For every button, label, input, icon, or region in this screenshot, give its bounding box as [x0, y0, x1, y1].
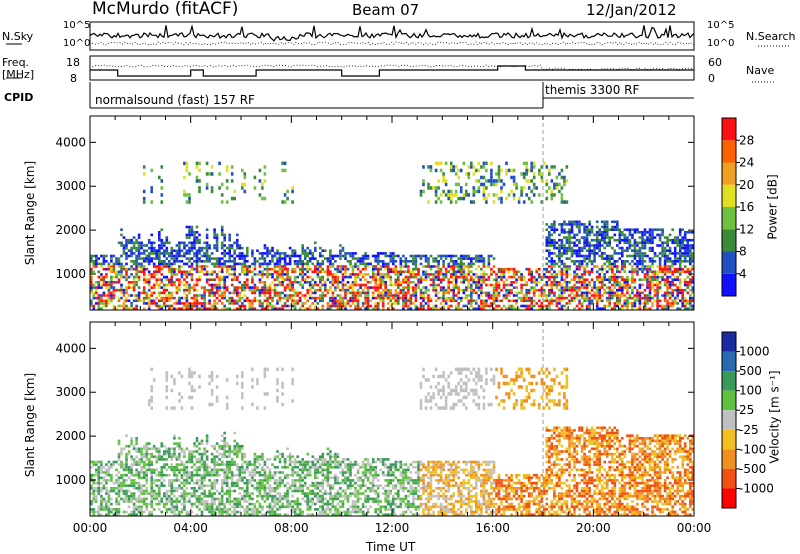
- power-colorbar-cell: [722, 229, 736, 252]
- velocity-colorbar-tick-label: -1000: [739, 481, 774, 495]
- velocity-colorbar-tick-label: -100: [739, 442, 766, 456]
- power-colorbar-tick-label: 20: [739, 178, 754, 192]
- velocity-ytick-label: 2000: [55, 429, 86, 443]
- x-tick-label: 16:00: [475, 521, 510, 535]
- beam-title: Beam 07: [352, 1, 420, 19]
- cpid-label: CPID: [4, 91, 34, 104]
- velocity-ytick-label: 4000: [55, 341, 86, 355]
- power-ytick-label: 1000: [55, 267, 86, 281]
- nave-label: Nave: [746, 64, 775, 77]
- x-tick-label: 00:00: [677, 521, 712, 535]
- velocity-colorbar-cell: [722, 429, 736, 450]
- power-colorbar-cell: [722, 162, 736, 185]
- power-colorbar-cell: [722, 140, 736, 163]
- power-colorbar-cell: [722, 118, 736, 141]
- power-colorbar-cell: [722, 273, 736, 296]
- power-heatmap-cells: [90, 116, 695, 310]
- x-tick-label: 20:00: [576, 521, 611, 535]
- velocity-colorbar-cell: [722, 449, 736, 469]
- velocity-colorbar-tick-label: 500: [739, 364, 762, 378]
- cpid-segment-2: themis 3300 RF: [545, 83, 640, 97]
- freq-label: Freq.: [2, 56, 30, 69]
- power-colorbar-tick-label: 24: [739, 156, 754, 170]
- cpid-segment-1: normalsound (fast) 157 RF: [95, 93, 255, 107]
- velocity-colorbar-tick-label: 100: [739, 384, 762, 398]
- nsky-tick-low: 10^0: [63, 38, 91, 49]
- x-tick-label: 12:00: [375, 521, 410, 535]
- velocity-colorbar-cell: [722, 468, 736, 489]
- nave-trace: [89, 64, 694, 71]
- nsearch-label: N.Search: [746, 30, 796, 43]
- power-colorbar-tick-label: 16: [739, 200, 754, 214]
- x-tick-label: 04:00: [173, 521, 208, 535]
- freq-trace: [90, 65, 694, 77]
- nave-tick-high: 60: [708, 56, 722, 69]
- x-tick-label: 08:00: [274, 521, 309, 535]
- velocity-heatmap-cells: [90, 322, 695, 516]
- x-tick-label: 00:00: [73, 521, 108, 535]
- velocity-colorbar-tick-label: 1000: [739, 345, 770, 359]
- date-title: 12/Jan/2012: [586, 1, 677, 19]
- power-ytick-label: 4000: [55, 135, 86, 149]
- nsearch-trace: [89, 41, 695, 46]
- velocity-colorbar-cell: [722, 390, 736, 411]
- freq-panel-frame: [89, 55, 695, 81]
- power-colorbar-tick-label: 28: [739, 133, 754, 147]
- station-title: McMurdo (fitACF): [92, 0, 239, 19]
- velocity-ytick-label: 1000: [55, 473, 86, 487]
- power-colorbar-cell: [722, 251, 736, 274]
- power-colorbar-tick-label: 4: [739, 267, 747, 281]
- power-ytick-label: 2000: [55, 223, 86, 237]
- velocity-colorbar-cell: [722, 488, 736, 508]
- velocity-ytick-label: 3000: [55, 385, 86, 399]
- velocity-colorbar-tick-label: -25: [739, 423, 759, 437]
- velocity-colorbar-tick-label: 25: [739, 403, 754, 417]
- velocity-colorbar-cell: [722, 351, 736, 372]
- velocity-colorbar-cell: [722, 371, 736, 391]
- x-axis-label: Time UT: [366, 540, 416, 554]
- nsky-panel-frame: [89, 21, 695, 51]
- power-colorbar-tick-label: 8: [739, 245, 747, 259]
- power-ytick-label: 3000: [55, 179, 86, 193]
- power-colorbar-cell: [722, 207, 736, 230]
- velocity-colorbar-frame: [721, 331, 737, 509]
- velocity-colorbar-cell: [722, 332, 736, 352]
- velocity-colorbar-cell: [722, 410, 736, 430]
- nsky-label: N.Sky: [2, 30, 34, 43]
- velocity-colorbar-tick-label: -500: [739, 462, 766, 476]
- freq-tick-low: 8: [70, 72, 77, 85]
- nsearch-tick-high: 10^5: [707, 20, 735, 31]
- nsearch-tick-low: 10^0: [707, 38, 735, 49]
- nsky-trace: [89, 24, 695, 42]
- nave-tick-low: 0: [708, 72, 715, 85]
- power-colorbar-tick-label: 12: [739, 222, 754, 236]
- power-colorbar-cell: [722, 184, 736, 207]
- nsky-tick-high: 10^5: [63, 20, 91, 31]
- freq-tick-high: 18: [66, 56, 80, 69]
